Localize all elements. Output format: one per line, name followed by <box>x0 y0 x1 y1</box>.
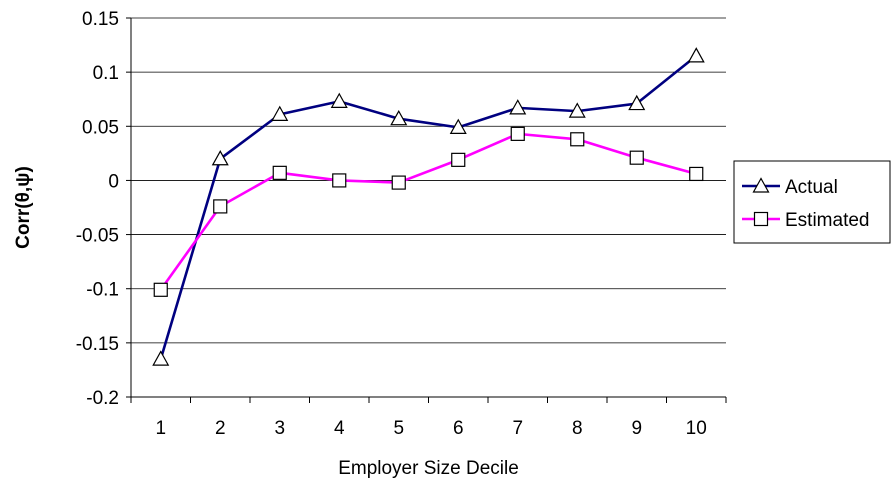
x-tick-label: 6 <box>453 418 464 439</box>
data-point-actual <box>152 350 170 366</box>
x-tick-label: 7 <box>512 418 523 439</box>
data-point-estimated <box>570 132 585 147</box>
data-point-actual <box>449 118 467 134</box>
data-point-actual <box>509 99 527 115</box>
data-point-estimated <box>332 173 347 188</box>
x-tick-label: 4 <box>334 418 345 439</box>
legend-label-estimated: Estimated <box>785 210 869 231</box>
legend-box <box>733 160 891 244</box>
data-point-actual <box>390 109 408 126</box>
series-actual <box>152 47 705 366</box>
x-tick-label: 3 <box>274 418 285 439</box>
x-tick-label: 5 <box>393 418 404 439</box>
data-point-actual <box>568 102 586 118</box>
data-point-estimated <box>510 126 525 141</box>
data-point-estimated <box>451 152 466 167</box>
data-point-actual <box>211 150 229 166</box>
y-tick-label: -0.2 <box>86 388 119 409</box>
legend-marker-actual <box>752 177 770 193</box>
y-tick-label: 0.1 <box>93 63 119 84</box>
y-axis-title: Corr(θ,ψ) <box>13 166 34 249</box>
x-tick-label: 2 <box>215 418 226 439</box>
y-tick-label: 0.05 <box>82 117 119 138</box>
data-point-estimated <box>272 165 287 180</box>
axis-labels: Employer Size Decile Corr(θ,ψ) <box>13 166 519 479</box>
legend: Actual Estimated <box>733 160 891 244</box>
y-tick-label: 0 <box>108 171 119 192</box>
data-point-actual <box>271 105 289 121</box>
series-line-estimated <box>159 132 697 291</box>
series-line-actual <box>159 54 698 360</box>
y-tick-label: 0.15 <box>82 9 119 30</box>
x-tick-label: 1 <box>155 418 166 439</box>
data-point-estimated <box>153 282 168 297</box>
data-point-estimated <box>391 175 406 190</box>
data-point-estimated <box>689 166 704 182</box>
y-tick-label: -0.15 <box>76 334 119 355</box>
x-tick-label: 10 <box>686 418 707 439</box>
data-point-estimated <box>213 199 228 214</box>
x-tick-label: 9 <box>631 418 642 439</box>
legend-marker-estimated <box>753 211 769 227</box>
data-point-actual <box>687 47 705 63</box>
y-tick-label: -0.05 <box>76 226 119 247</box>
y-tick-label: -0.1 <box>86 280 119 301</box>
x-axis-title: Employer Size Decile <box>338 458 519 479</box>
legend-label-actual: Actual <box>785 177 838 198</box>
data-point-actual <box>628 94 646 111</box>
axes: -0.2 -0.15 -0.1 -0.05 0 0.05 0.1 0.15 1 2 3 4 5 6 7 8 9 1… <box>76 9 727 439</box>
series-estimated <box>153 126 704 297</box>
series-layer <box>152 47 705 366</box>
data-point-actual <box>330 92 348 108</box>
x-tick-label: 8 <box>572 418 583 439</box>
gridlines <box>131 17 726 344</box>
data-point-estimated <box>629 150 644 165</box>
